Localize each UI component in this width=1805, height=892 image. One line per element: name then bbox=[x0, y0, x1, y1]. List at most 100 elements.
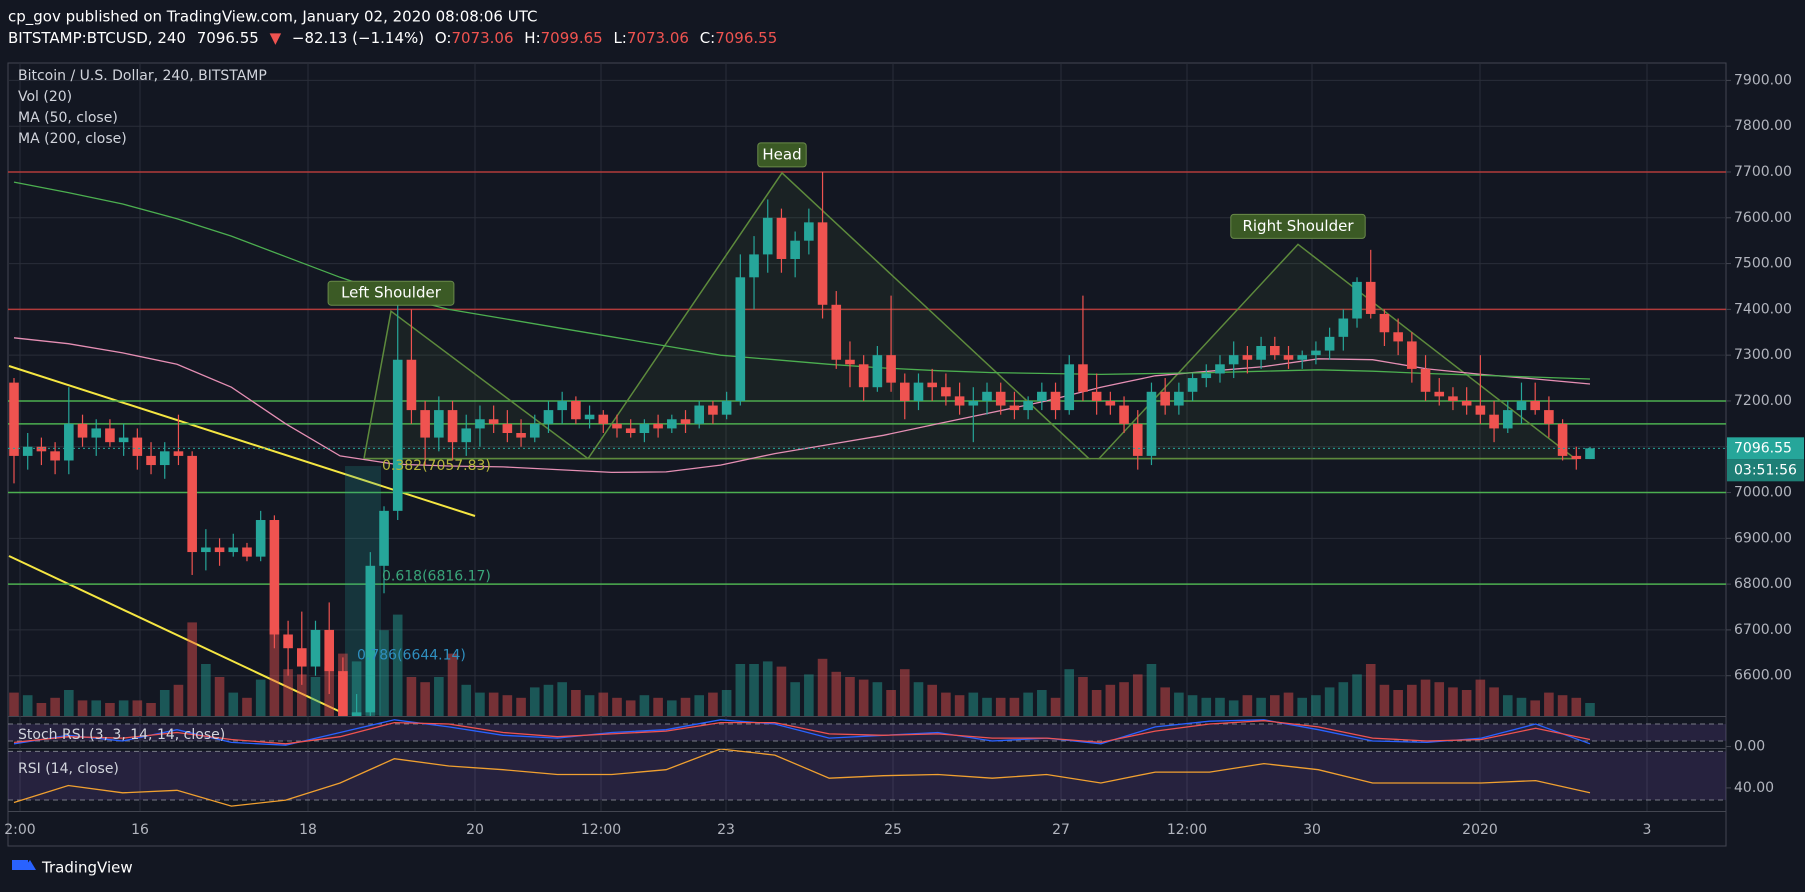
open-label: O: bbox=[435, 29, 452, 47]
ma-line bbox=[13, 337, 1591, 474]
y-tick-label: 6900.00 bbox=[1734, 530, 1792, 546]
candle-body bbox=[899, 382, 910, 401]
open-value: 7073.06 bbox=[451, 29, 513, 47]
candle-body bbox=[1105, 400, 1116, 406]
volume-bar bbox=[1050, 697, 1061, 716]
volume-bar bbox=[77, 700, 88, 716]
candle-body bbox=[22, 446, 33, 456]
fib-zone bbox=[345, 466, 381, 716]
candle-body bbox=[845, 359, 855, 365]
close-value: 7096.55 bbox=[715, 29, 777, 47]
volume-bar bbox=[392, 614, 403, 716]
volume-bar bbox=[242, 697, 252, 716]
candle-body bbox=[420, 410, 430, 438]
pattern-label: Head bbox=[762, 145, 801, 163]
main-pane bbox=[8, 171, 1726, 716]
volume-bar bbox=[1132, 674, 1143, 716]
candle-body bbox=[831, 304, 842, 360]
volume-bar bbox=[1091, 690, 1102, 716]
volume-bar bbox=[1475, 679, 1486, 716]
published-line: cp_gov published on TradingView.com, Jan… bbox=[8, 8, 537, 27]
candle-body bbox=[968, 400, 979, 406]
candle-body bbox=[77, 423, 88, 438]
x-tick-label: 23 bbox=[717, 822, 735, 838]
close-label: C: bbox=[700, 29, 716, 47]
candle-body bbox=[1475, 405, 1486, 415]
volume-bar bbox=[735, 664, 746, 716]
trend-line bbox=[8, 555, 346, 715]
volume-bar bbox=[817, 658, 828, 716]
x-tick-label: 2020 bbox=[1462, 822, 1498, 838]
candle-body bbox=[995, 391, 1006, 406]
candle-body bbox=[762, 217, 773, 255]
candle-body bbox=[228, 547, 239, 553]
candle-body bbox=[1037, 391, 1047, 401]
candle-body bbox=[146, 455, 156, 466]
volume-bar bbox=[1338, 682, 1349, 716]
logo-shape bbox=[22, 860, 36, 870]
candle-body bbox=[694, 405, 705, 424]
volume-bar bbox=[776, 666, 787, 716]
volume-bar bbox=[296, 674, 307, 716]
stoch-d-line bbox=[13, 720, 1591, 745]
candle-body bbox=[653, 423, 663, 429]
volume-bar bbox=[22, 695, 33, 716]
rsi-title: RSI (14, close) bbox=[18, 761, 119, 777]
volume-bar bbox=[1448, 687, 1458, 716]
volume-bar bbox=[1407, 684, 1417, 716]
volume-bar bbox=[1516, 697, 1527, 716]
legend-ma200: MA (200, close) bbox=[18, 131, 127, 147]
volume-bar bbox=[584, 695, 595, 716]
brand[interactable]: TradingView bbox=[41, 859, 133, 877]
high-value: 7099.65 bbox=[541, 29, 603, 47]
volume-bar bbox=[36, 703, 47, 716]
candle-body bbox=[982, 391, 992, 401]
candle-body bbox=[1023, 400, 1033, 411]
y-tick-label: 7900.00 bbox=[1734, 72, 1792, 88]
candle-body bbox=[598, 414, 609, 424]
candle-body bbox=[886, 355, 896, 383]
candle-body bbox=[1420, 368, 1431, 392]
volume-bar bbox=[132, 700, 143, 716]
change: −82.13 (−1.14%) bbox=[292, 29, 424, 47]
volume-bar bbox=[1215, 697, 1225, 716]
volume-bar bbox=[982, 697, 992, 716]
candle-body bbox=[1365, 281, 1376, 314]
candle-body bbox=[36, 446, 47, 452]
volume-bar bbox=[1420, 679, 1431, 716]
volume-bar bbox=[790, 682, 800, 716]
volume-bar bbox=[1037, 690, 1047, 716]
logo-shape bbox=[12, 860, 28, 870]
volume-bar bbox=[255, 679, 266, 716]
volume-bar bbox=[1270, 695, 1280, 716]
candle-body bbox=[187, 455, 197, 553]
footer-logo[interactable]: TradingView bbox=[12, 859, 133, 877]
candle-body bbox=[406, 359, 417, 411]
volume-bar bbox=[1283, 692, 1294, 716]
candle-body bbox=[1516, 400, 1527, 411]
candle-body bbox=[1571, 455, 1582, 460]
volume-bar bbox=[625, 700, 636, 716]
candle-body bbox=[91, 428, 102, 438]
candle-body bbox=[173, 451, 184, 456]
candle-body bbox=[804, 222, 814, 241]
volume-bar bbox=[214, 677, 225, 716]
timer-label: 03:51:56 bbox=[1734, 462, 1797, 478]
volume-bar bbox=[1461, 690, 1472, 716]
candle-body bbox=[529, 423, 540, 438]
volume-bar bbox=[1352, 674, 1362, 716]
candle-body bbox=[1448, 396, 1458, 401]
candle-body bbox=[365, 565, 376, 713]
volume-bar bbox=[420, 682, 430, 716]
candle-body bbox=[721, 400, 732, 415]
x-tick-label: 27 bbox=[1052, 822, 1070, 838]
low-label: L: bbox=[613, 29, 626, 47]
indicator-panes bbox=[8, 719, 1726, 807]
stoch-pane bbox=[8, 719, 1726, 746]
y-tick-label: 7800.00 bbox=[1734, 118, 1792, 134]
candle-body bbox=[749, 254, 759, 278]
candle-body bbox=[1461, 400, 1472, 406]
candle-body bbox=[612, 423, 622, 429]
candle-body bbox=[1393, 332, 1403, 342]
volume-bar bbox=[1489, 687, 1499, 716]
